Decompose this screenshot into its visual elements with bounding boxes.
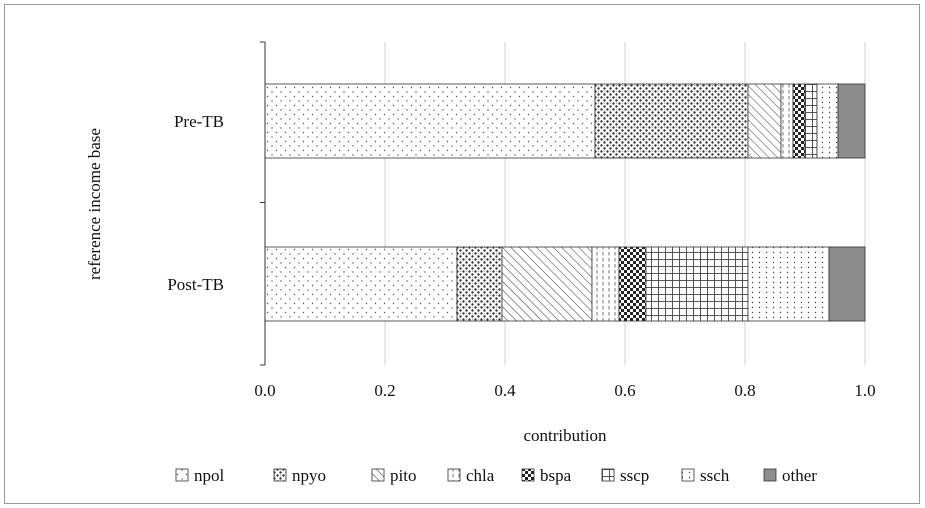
bar-segment-pito-pre-tb <box>747 83 782 159</box>
bar-segment-chla-pre-tb <box>780 83 794 159</box>
legend-swatch-chla <box>447 468 461 482</box>
y-category-label: Post-TB <box>167 275 224 294</box>
x-tick-label: 0.4 <box>494 381 516 400</box>
legend-label-other: other <box>782 466 817 485</box>
legend-item-pito: pito <box>371 466 416 485</box>
legend-swatch-other <box>763 468 777 482</box>
x-axis-title: contribution <box>523 426 607 445</box>
legend-swatch-ssch <box>681 468 695 482</box>
bar-segment-npol-post-tb <box>264 246 458 322</box>
bar-segment-other-pre-tb <box>837 83 866 159</box>
legend-label-npyo: npyo <box>292 466 326 485</box>
bar-segment-ssch-post-tb <box>747 246 830 322</box>
legend-item-chla: chla <box>447 466 495 485</box>
legend-item-ssch: ssch <box>681 466 730 485</box>
x-tick-label: 0.0 <box>254 381 275 400</box>
legend-item-npol: npol <box>175 466 225 485</box>
legend-label-ssch: ssch <box>700 466 730 485</box>
legend-item-npyo: npyo <box>273 466 326 485</box>
bar-segment-sscp-post-tb <box>645 246 749 322</box>
legend-swatch-sscp <box>601 468 615 482</box>
x-tick-label: 1.0 <box>854 381 875 400</box>
bar-segment-bspa-pre-tb <box>792 83 806 159</box>
legend-swatch-bspa <box>521 468 535 482</box>
bar-segment-chla-post-tb <box>591 246 620 322</box>
legend-label-pito: pito <box>390 466 416 485</box>
bar-segment-other-post-tb <box>828 246 866 322</box>
y-category-label: Pre-TB <box>174 112 224 131</box>
legend-item-bspa: bspa <box>521 466 572 485</box>
bar-segment-sscp-pre-tb <box>804 83 818 159</box>
legend-label-sscp: sscp <box>620 466 649 485</box>
legend-swatch-pito <box>371 468 385 482</box>
bar-segment-npyo-pre-tb <box>594 83 749 159</box>
bar-segment-pito-post-tb <box>501 246 593 322</box>
x-tick-label: 0.6 <box>614 381 635 400</box>
x-tick-label: 0.2 <box>374 381 395 400</box>
bar-segment-npyo-post-tb <box>456 246 503 322</box>
legend-label-bspa: bspa <box>540 466 572 485</box>
bar-segment-bspa-post-tb <box>618 246 647 322</box>
legend-label-npol: npol <box>194 466 225 485</box>
legend-item-sscp: sscp <box>601 466 649 485</box>
legend-swatch-npyo <box>273 468 287 482</box>
legend-label-chla: chla <box>466 466 495 485</box>
bar-segment-npol-pre-tb <box>264 83 596 159</box>
bar-segment-ssch-pre-tb <box>816 83 839 159</box>
x-tick-label: 0.8 <box>734 381 755 400</box>
legend-item-other: other <box>763 466 817 485</box>
legend-swatch-npol <box>175 468 189 482</box>
y-axis-title: reference income base <box>85 128 104 280</box>
